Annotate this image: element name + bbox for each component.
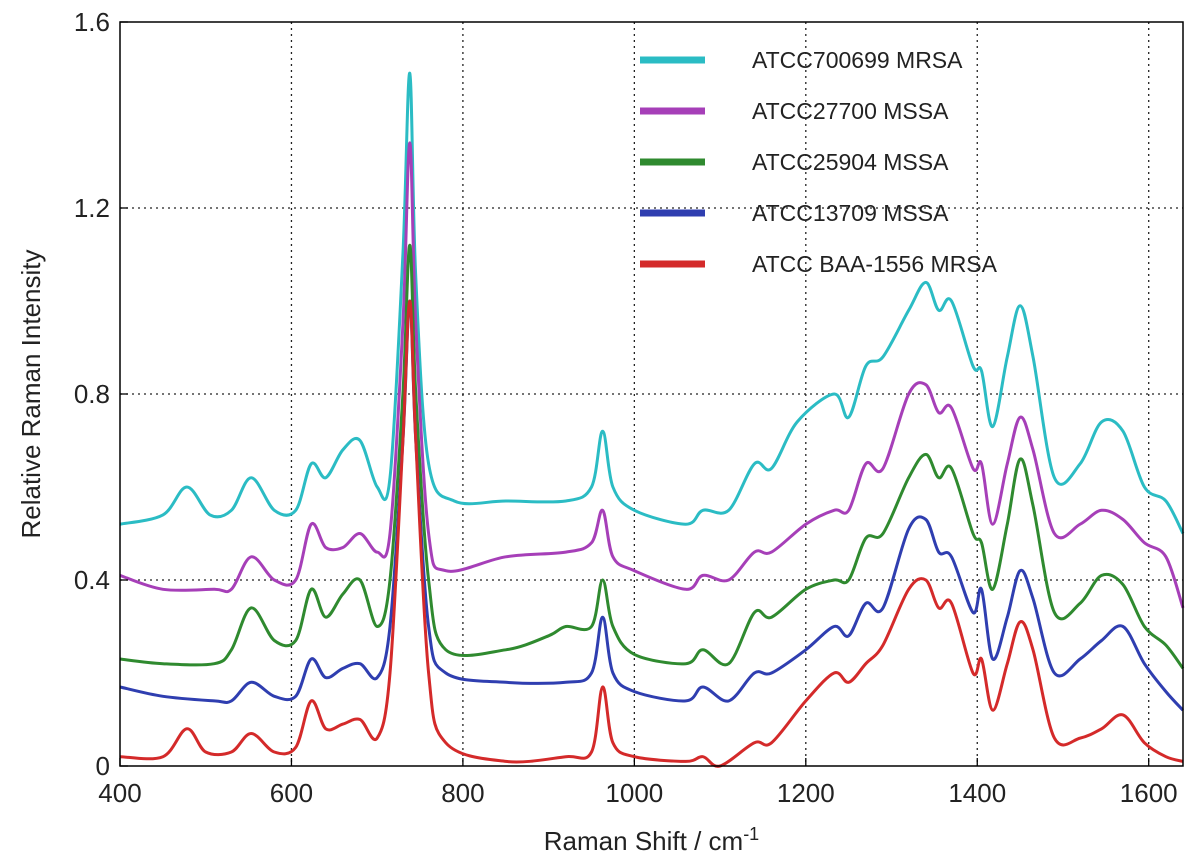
x-axis-title: Raman Shift / cm-1 <box>544 824 759 856</box>
grid-lines <box>120 22 1183 766</box>
x-axis-title-superscript: -1 <box>743 824 759 844</box>
x-tick-label: 1600 <box>1120 778 1178 808</box>
series-lines <box>119 71 1185 768</box>
y-tick-label: 1.6 <box>74 7 110 37</box>
y-tick-label: 0 <box>96 751 110 781</box>
series-line-atcc27700-mssa <box>119 141 1185 609</box>
y-tick-label: 0.4 <box>74 565 110 595</box>
y-tick-label: 1.2 <box>74 193 110 223</box>
series-line-atcc25904-mssa <box>119 243 1185 670</box>
legend-label: ATCC700699 MRSA <box>752 47 963 73</box>
plot-area-frame <box>119 21 1184 767</box>
y-tick-label: 0.8 <box>74 379 110 409</box>
legend-label: ATCC13709 MSSA <box>752 200 949 226</box>
x-tick-label: 400 <box>98 778 141 808</box>
legend-label: ATCC25904 MSSA <box>752 149 949 175</box>
x-tick-label: 600 <box>270 778 313 808</box>
axis-ticks <box>119 21 1150 767</box>
x-tick-label: 1400 <box>948 778 1006 808</box>
legend-label: ATCC27700 MSSA <box>752 98 949 124</box>
series-line-atcc700699-mrsa <box>119 71 1185 535</box>
series-line-atcc13709-mssa <box>119 299 1185 712</box>
y-axis-title: Relative Raman Intensity <box>16 249 46 538</box>
x-tick-label: 800 <box>441 778 484 808</box>
series-line-atcc-baa-1556-mrsa <box>119 299 1184 768</box>
x-tick-label: 1000 <box>605 778 663 808</box>
legend-label: ATCC BAA-1556 MRSA <box>752 251 998 277</box>
x-tick-label: 1200 <box>777 778 835 808</box>
x-axis-tick-labels: 400 600 800 1000 1200 1400 1600 <box>98 778 1177 808</box>
legend: ATCC700699 MRSA ATCC27700 MSSA ATCC25904 M… <box>640 47 998 277</box>
y-axis-tick-labels: 0 0.4 0.8 1.2 1.6 <box>74 7 110 781</box>
